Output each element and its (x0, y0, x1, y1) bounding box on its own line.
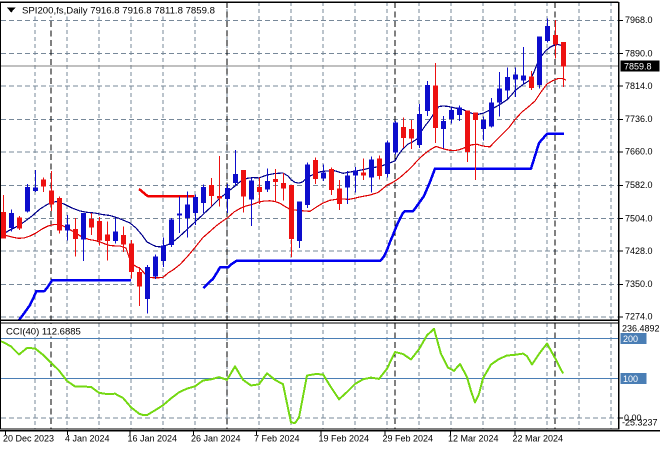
svg-text:SPI200,fs,Daily 7916.8 7916.8: SPI200,fs,Daily 7916.8 7916.8 7811.8 785… (22, 6, 215, 17)
svg-text:22 Mar 2024: 22 Mar 2024 (513, 434, 564, 444)
svg-text:7 Feb 2024: 7 Feb 2024 (254, 434, 300, 444)
svg-text:7428.0: 7428.0 (625, 246, 653, 256)
svg-text:12 Mar 2024: 12 Mar 2024 (448, 434, 499, 444)
svg-text:7350.0: 7350.0 (625, 279, 653, 289)
svg-text:0.00: 0.00 (624, 413, 642, 423)
svg-text:16 Jan 2024: 16 Jan 2024 (128, 434, 178, 444)
svg-text:4 Jan 2024: 4 Jan 2024 (65, 434, 110, 444)
svg-text:26 Jan 2024: 26 Jan 2024 (191, 434, 241, 444)
svg-text:7814.0: 7814.0 (625, 81, 653, 91)
svg-text:19 Feb 2024: 19 Feb 2024 (319, 434, 370, 444)
svg-text:7274.0: 7274.0 (625, 312, 653, 322)
svg-text:20 Dec 2023: 20 Dec 2023 (3, 434, 54, 444)
svg-text:29 Feb 2024: 29 Feb 2024 (383, 434, 434, 444)
svg-text:200: 200 (623, 334, 638, 344)
svg-text:236.4892: 236.4892 (622, 324, 660, 334)
svg-text:-25.3237: -25.3237 (622, 417, 658, 427)
svg-text:7736.0: 7736.0 (625, 114, 653, 124)
svg-text:7859.8: 7859.8 (624, 62, 652, 72)
svg-text:7968.0: 7968.0 (625, 15, 653, 25)
svg-text:100: 100 (623, 374, 638, 384)
svg-text:7890.0: 7890.0 (625, 48, 653, 58)
svg-text:CCI(40) 112.6885: CCI(40) 112.6885 (6, 327, 81, 338)
svg-text:7504.0: 7504.0 (625, 213, 653, 223)
svg-text:7660.0: 7660.0 (625, 147, 653, 157)
svg-text:7582.0: 7582.0 (625, 180, 653, 190)
